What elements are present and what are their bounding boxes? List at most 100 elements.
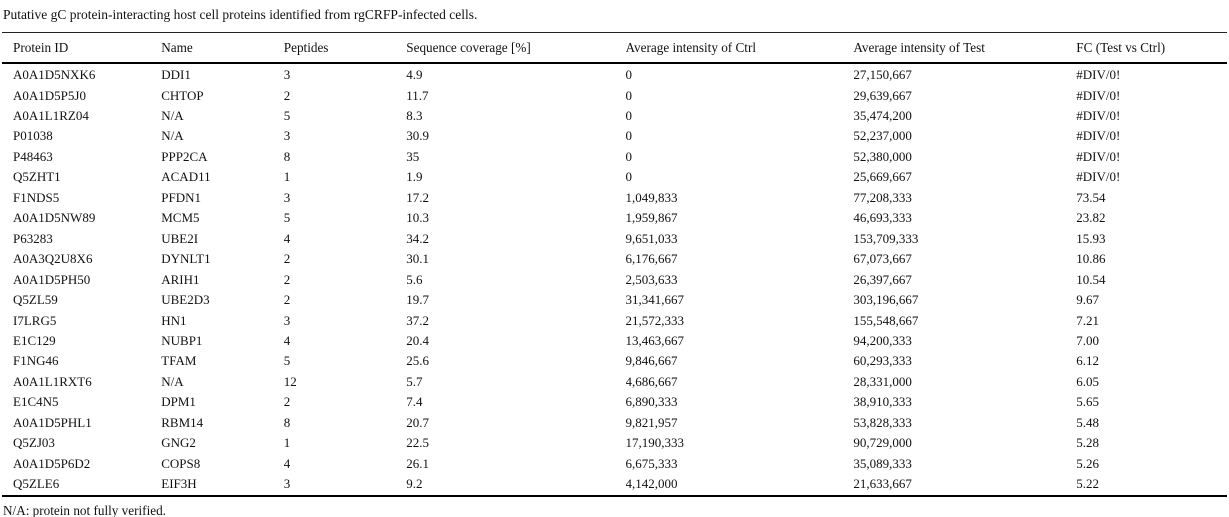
table-cell: 6.05	[1076, 373, 1100, 389]
table-cell: 1,959,867	[625, 210, 678, 226]
table-row: A0A1L1RXT6 N/A 12 5.7 4,686,667 28,331,000 6.0…	[2, 372, 1227, 392]
table-cell: N/A	[161, 373, 184, 389]
table-cell: 77,208,333	[853, 189, 912, 205]
table-cell: 5	[283, 210, 291, 226]
table-cell: A0A1L1RXT6	[13, 373, 92, 389]
table-cell: DPM1	[161, 394, 196, 410]
table-row: P48463 PPP2CA 8 35 0 52,380,000 #DIV/0!	[2, 147, 1227, 167]
table-cell: P48463	[13, 148, 53, 164]
table-cell: 5.26	[1076, 455, 1100, 471]
table-cell: ACAD11	[161, 169, 211, 185]
table-cell: 35	[406, 148, 420, 164]
table-cell: E1C4N5	[13, 394, 59, 410]
table-cell: 5.28	[1076, 435, 1100, 451]
table-cell: A0A1D5PHL1	[13, 414, 92, 430]
table-cell: 2	[283, 271, 291, 287]
table-cell: 3	[283, 128, 291, 144]
table-cell: 4.9	[406, 67, 423, 83]
table-cell: 9.67	[1076, 292, 1100, 308]
table-cell: 9,846,667	[625, 353, 678, 369]
table-cell: A0A1D5P6D2	[13, 455, 91, 471]
table-cell: 30.1	[406, 251, 429, 267]
table-cell: E1C129	[13, 332, 56, 348]
table-cell: 20.7	[406, 414, 429, 430]
table-cell: TFAM	[161, 353, 197, 369]
table-cell: Q5ZL59	[13, 292, 58, 308]
table-cell: 21,633,667	[853, 476, 912, 492]
table-cell: 7.00	[1076, 332, 1100, 348]
table-row: A0A1L1RZ04 N/A 5 8.3 0 35,474,200 #DIV/0!	[2, 106, 1227, 126]
protein-data-table: Protein ID Name Peptides Sequence coverage …	[2, 31, 1227, 497]
table-cell: 53,828,333	[853, 414, 912, 430]
table-cell: 4,686,667	[625, 373, 678, 389]
table-cell: DDI1	[161, 67, 191, 83]
table-cell: 31,341,667	[625, 292, 685, 308]
table-cell: 94,200,333	[853, 332, 912, 348]
table-cell: 20.4	[406, 332, 429, 348]
table-cell: 5.22	[1076, 476, 1100, 492]
table-cell: 30.9	[406, 128, 429, 144]
table-cell: 6.12	[1076, 353, 1100, 369]
table-cell: A0A3Q2U8X6	[13, 251, 93, 267]
table-cell: #DIV/0!	[1076, 67, 1121, 83]
table-row: Q5ZHT1 ACAD11 1 1.9 0 25,669,667 #DIV/0!	[2, 167, 1227, 187]
table-cell: 17.2	[406, 189, 429, 205]
table-cell: 8	[283, 414, 291, 430]
table-cell: 7.21	[1076, 312, 1100, 328]
table-row: A0A1D5P6D2 COPS8 4 26.1 6,675,333 35,089,333 5…	[2, 454, 1227, 474]
table-row: Q5ZL59 UBE2D3 2 19.7 31,341,667 303,196,667 9.…	[2, 290, 1227, 310]
table-cell: 9,651,033	[625, 230, 678, 246]
table-cell: Q5ZHT1	[13, 169, 61, 185]
table-cell: 5.6	[406, 271, 423, 287]
table-cell: 4	[283, 230, 291, 246]
table-cell: 4	[283, 332, 291, 348]
table-cell: Q5ZLE6	[13, 476, 60, 492]
table-cell: 46,693,333	[853, 210, 912, 226]
table-row: P63283 UBE2I 4 34.2 9,651,033 153,709,333 15.9…	[2, 229, 1227, 249]
table-cell: #DIV/0!	[1076, 148, 1121, 164]
table-cell: RBM14	[161, 414, 204, 430]
table-row: F1NDS5 PFDN1 3 17.2 1,049,833 77,208,333 73.54	[2, 188, 1227, 208]
table-cell: UBE2I	[161, 230, 199, 246]
table-cell: 0	[625, 87, 633, 103]
table-cell: 5	[283, 353, 291, 369]
table-cell: 1.9	[406, 169, 423, 185]
table-cell: 3	[283, 189, 291, 205]
table-cell: 3	[283, 476, 291, 492]
table-cell: 5.65	[1076, 394, 1100, 410]
table-cell: P63283	[13, 230, 53, 246]
table-cell: 90,729,000	[853, 435, 912, 451]
table-header-row: Protein ID Name Peptides Sequence coverage …	[2, 32, 1227, 65]
table-cell: 303,196,667	[853, 292, 919, 308]
table-cell: CHTOP	[161, 87, 204, 103]
table-cell: 155,548,667	[853, 312, 919, 328]
table-cell: A0A1D5PH50	[13, 271, 91, 287]
table-row: Q5ZLE6 EIF3H 3 9.2 4,142,000 21,633,667 5.22	[2, 474, 1227, 495]
table-cell: 13,463,667	[625, 332, 685, 348]
table-cell: 6,675,333	[625, 455, 678, 471]
table-cell: 1	[283, 169, 291, 185]
table-cell: 34.2	[406, 230, 429, 246]
table-cell: 73.54	[1076, 189, 1106, 205]
table-cell: A0A1D5NW89	[13, 210, 96, 226]
table-cell: 3	[283, 67, 291, 83]
table-cell: 5	[283, 108, 291, 123]
table-cell: 2,503,633	[625, 271, 678, 287]
column-header-average-intensity-of-test: Average intensity of Test	[853, 32, 1077, 65]
table-cell: 2	[283, 292, 291, 308]
table-row: E1C129 NUBP1 4 20.4 13,463,667 94,200,333 7.00	[2, 331, 1227, 351]
table-cell: 8	[283, 148, 291, 164]
table-cell: A0A1D5P5J0	[13, 87, 86, 103]
table-row: A0A1D5NXK6 DDI1 3 4.9 0 27,150,667 #DIV/0!	[2, 63, 1227, 85]
table-cell: 8.3	[406, 108, 423, 123]
table-cell: UBE2D3	[161, 292, 210, 308]
table-cell: 15.93	[1076, 230, 1106, 246]
table-cell: NUBP1	[161, 332, 203, 348]
table-cell: 0	[625, 108, 633, 123]
table-cell: 2	[283, 394, 291, 410]
table-cell: 6,890,333	[625, 394, 678, 410]
table-cell: 6,176,667	[625, 251, 678, 267]
table-cell: 27,150,667	[853, 67, 912, 83]
table-row: E1C4N5 DPM1 2 7.4 6,890,333 38,910,333 5.65	[2, 392, 1227, 412]
